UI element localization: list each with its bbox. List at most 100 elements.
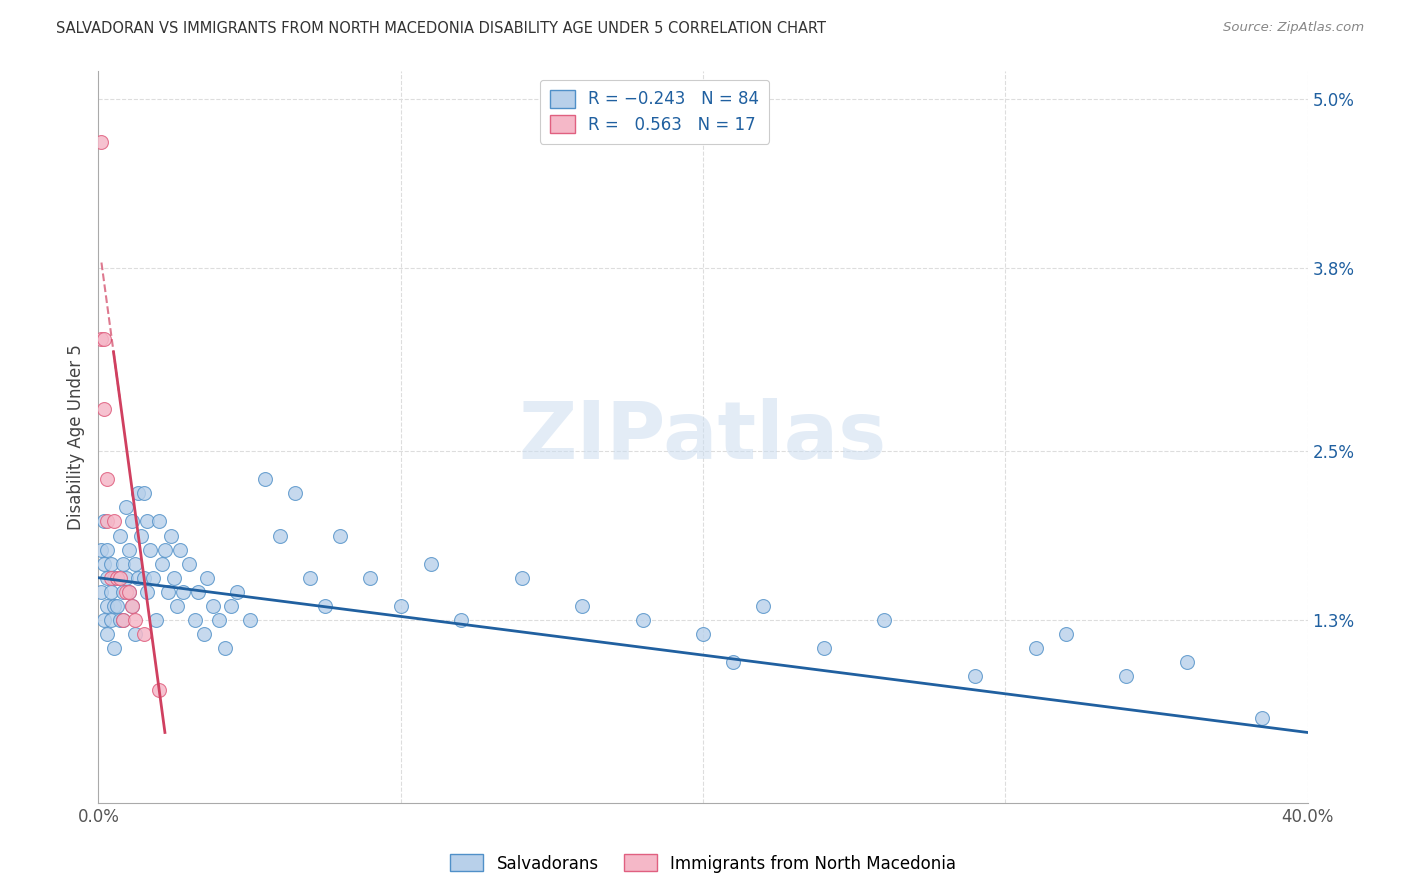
Point (93, 613, 115, 627)
Point (450, 613, 472, 627)
Point (105, 571, 128, 585)
Point (1024, 641, 1046, 656)
Point (156, 584, 179, 599)
Point (172, 584, 194, 599)
Point (153, 542, 176, 557)
Point (299, 571, 322, 585)
Point (166, 599, 188, 613)
Point (96, 599, 118, 613)
Point (127, 486, 149, 500)
Point (692, 627, 714, 641)
Y-axis label: Disability Age Under 5: Disability Age Under 5 (66, 344, 84, 530)
Point (100, 571, 122, 585)
Point (111, 584, 134, 599)
Point (145, 613, 167, 627)
Point (93, 515, 115, 529)
Point (93, 332, 115, 346)
Point (127, 571, 149, 585)
Point (124, 627, 146, 641)
Text: SALVADORAN VS IMMIGRANTS FROM NORTH MACEDONIA DISABILITY AGE UNDER 5 CORRELATION: SALVADORAN VS IMMIGRANTS FROM NORTH MACE… (56, 21, 827, 37)
Point (284, 486, 307, 500)
Point (114, 584, 136, 599)
Point (873, 613, 896, 627)
Point (135, 515, 157, 529)
Point (105, 599, 128, 613)
Point (108, 613, 131, 627)
Point (420, 557, 443, 571)
Point (93, 557, 115, 571)
Point (314, 599, 336, 613)
Point (179, 557, 201, 571)
Legend: Salvadorans, Immigrants from North Macedonia: Salvadorans, Immigrants from North Maced… (443, 847, 963, 880)
Point (1251, 711, 1274, 725)
Text: ZIPatlas: ZIPatlas (519, 398, 887, 476)
Point (142, 571, 165, 585)
Point (965, 669, 987, 683)
Point (118, 584, 141, 599)
Point (163, 571, 186, 585)
Point (96, 515, 118, 529)
Legend: R = −0.243   N = 84, R =   0.563   N = 17: R = −0.243 N = 84, R = 0.563 N = 17 (540, 79, 769, 144)
Point (221, 599, 243, 613)
Point (195, 571, 218, 585)
Point (103, 515, 125, 529)
Point (723, 655, 745, 669)
Point (111, 613, 134, 627)
Point (90, 135, 112, 149)
Point (108, 528, 131, 542)
Point (148, 683, 170, 698)
Point (169, 542, 191, 557)
Point (752, 599, 775, 613)
Point (193, 627, 215, 641)
Point (96, 542, 118, 557)
Point (510, 571, 533, 585)
Point (124, 557, 146, 571)
Point (129, 528, 152, 542)
Point (124, 613, 146, 627)
Point (96, 571, 118, 585)
Point (1054, 627, 1077, 641)
Point (118, 584, 141, 599)
Point (103, 641, 125, 656)
Point (90, 584, 112, 599)
Point (187, 584, 209, 599)
Point (100, 584, 122, 599)
Point (139, 542, 162, 557)
Point (208, 613, 231, 627)
Point (269, 528, 291, 542)
Point (108, 571, 131, 585)
Point (114, 500, 136, 515)
Point (111, 613, 134, 627)
Text: Source: ZipAtlas.com: Source: ZipAtlas.com (1223, 21, 1364, 35)
Point (132, 627, 155, 641)
Point (148, 515, 170, 529)
Point (100, 557, 122, 571)
Point (121, 515, 143, 529)
Point (90, 542, 112, 557)
Point (571, 599, 593, 613)
Point (360, 571, 382, 585)
Point (96, 627, 118, 641)
Point (1175, 655, 1198, 669)
Point (253, 472, 276, 486)
Point (226, 584, 249, 599)
Point (135, 584, 157, 599)
Point (111, 557, 134, 571)
Point (96, 472, 118, 486)
Point (114, 571, 136, 585)
Point (90, 332, 112, 346)
Point (631, 613, 654, 627)
Point (202, 599, 225, 613)
Point (389, 599, 412, 613)
Point (103, 571, 125, 585)
Point (160, 528, 183, 542)
Point (132, 571, 155, 585)
Point (132, 486, 155, 500)
Point (121, 599, 143, 613)
Point (184, 613, 207, 627)
Point (118, 542, 141, 557)
Point (100, 613, 122, 627)
Point (1115, 669, 1137, 683)
Point (813, 641, 835, 656)
Point (150, 557, 173, 571)
